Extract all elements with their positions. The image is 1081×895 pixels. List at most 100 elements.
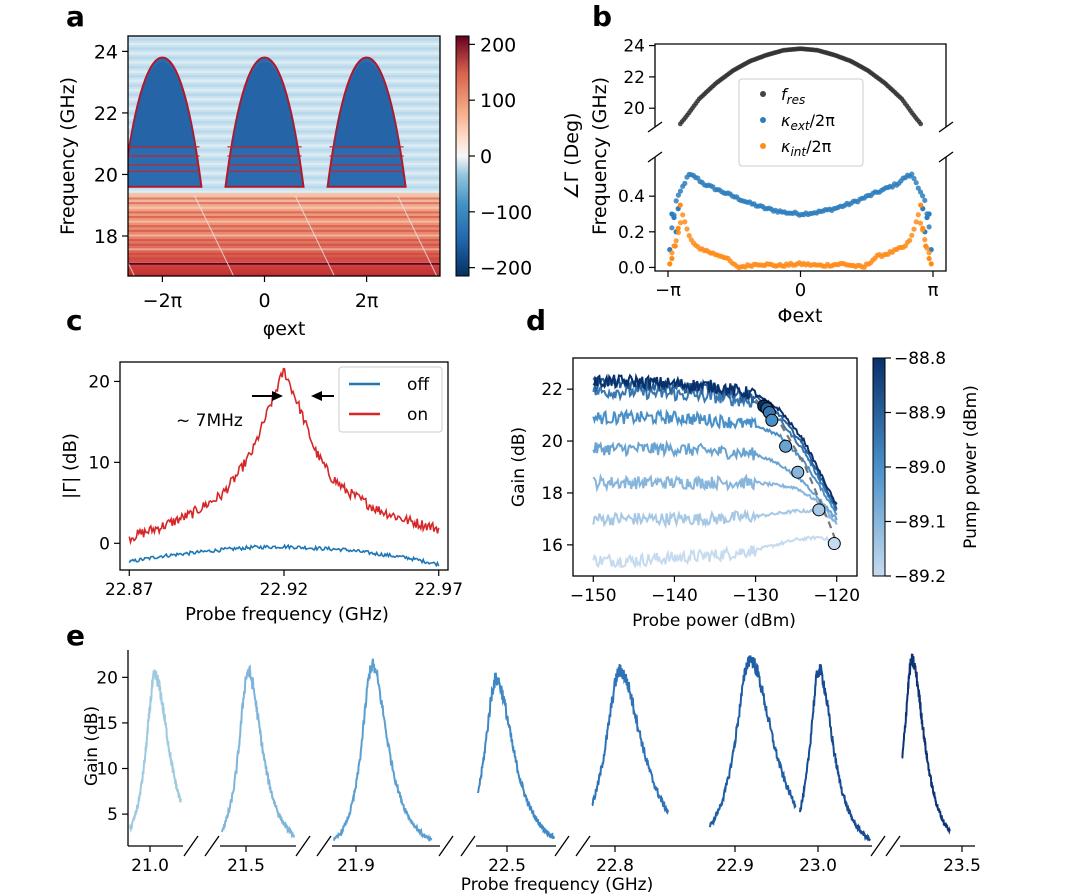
compression-point-marker — [779, 439, 793, 453]
pump-colorbar-tick-label: −88.9 — [894, 404, 946, 424]
resonance-y-tick-label: 0.2 — [618, 223, 645, 243]
heatmap-stripe — [128, 65, 440, 69]
heatmap-stripe — [128, 56, 440, 60]
axis-break-mark — [885, 835, 901, 857]
panel-letter-b: b — [592, 0, 612, 33]
resonance-point-2 — [926, 250, 932, 256]
resonance-point-2 — [928, 261, 934, 267]
gain-spectrum-3 — [477, 672, 555, 840]
resonance-point-2 — [682, 219, 688, 225]
panel-a: −2π 0 2π 18 20 22 24 Frequency (GHz) φext 200 1… — [57, 34, 583, 340]
heatmap-stripe — [128, 70, 440, 73]
resonance-point-2 — [918, 202, 924, 208]
resonance-point-1 — [917, 189, 924, 195]
heatmap-band-stripe — [128, 206, 440, 209]
compression-point-marker — [827, 537, 841, 551]
panel-d: −150 −140 −130 −120 16 18 20 22 Gain (dB) Probe… — [509, 349, 981, 631]
resonance-y-label: Frequency (GHz) — [589, 77, 611, 235]
resonance-point-1 — [677, 188, 684, 194]
legend-marker-k_int — [760, 143, 766, 149]
resonance-point-2 — [677, 202, 683, 208]
gain-vs-power-x-label: Probe power (dBm) — [632, 611, 796, 631]
gain-spectra-y-tick-label: 20 — [96, 668, 118, 688]
heatmap-arch-core-0 — [129, 62, 196, 149]
gain-spectra-y-label: Gain (dB) — [82, 706, 102, 786]
gain-vs-power-x-tick-label: −130 — [732, 586, 779, 606]
gain-vs-power-y-tick-label: 16 — [541, 536, 563, 556]
reflection-x-label: Probe frequency (GHz) — [185, 604, 389, 625]
pump-colorbar — [872, 357, 886, 577]
heatmap-band-stripe — [128, 220, 440, 223]
heatmap-band-stripe — [128, 248, 440, 251]
resonance-point-1 — [922, 197, 928, 203]
axis-break-mark — [938, 121, 954, 133]
gain-spectra-x-tick-label: 22.9 — [716, 856, 754, 876]
gain-spectrum-2 — [333, 658, 433, 842]
resonance-legend: fres κext/2π κint/2π — [738, 78, 864, 167]
heatmap-band-stripe — [128, 271, 440, 274]
axis-break-mark — [295, 835, 311, 857]
heatmap-band-stripe — [128, 229, 440, 232]
resonance-point-2 — [926, 255, 932, 262]
gain-vs-power-x-tick-label: −140 — [651, 586, 698, 606]
reflection-line-off — [128, 543, 440, 568]
heatmap-frame — [127, 35, 441, 277]
resonance-point-2 — [686, 233, 692, 239]
resonance-axes: 20 22 24 0.0 0.2 0.4 −π 0 π — [618, 37, 954, 301]
colorbar-tick-label: 200 — [480, 34, 516, 56]
compression-point-marker — [812, 503, 826, 517]
panel-b: 20 22 24 0.0 0.2 0.4 −π 0 π Frequency (GHz) Φext… — [589, 37, 954, 327]
bandwidth-annotation: ~ 7MHz — [176, 391, 334, 431]
pump-colorbar-tick-label: −89.2 — [894, 567, 946, 587]
heatmap-stripe — [128, 38, 440, 41]
reflection-y-label: |Γ| (dB) — [60, 433, 81, 499]
gain-spectra-y-tick-label: 15 — [96, 714, 118, 734]
colorbar-tick-label: −200 — [480, 258, 532, 280]
gain-vs-power-y-tick-label: 18 — [541, 484, 563, 504]
resonance-x-tick-label: 0 — [795, 280, 806, 301]
resonance-point-2 — [684, 226, 690, 232]
legend-marker-k_ext — [760, 117, 766, 123]
panel-c: 22.87 22.92 22.97 0 10 20 |Γ| (dB) Probe freq… — [60, 361, 463, 625]
heatmap-stripe — [128, 75, 440, 78]
resonance-plot-area — [667, 46, 934, 271]
gain-spectrum-5 — [709, 655, 797, 828]
heatmap-x-label: φext — [263, 318, 306, 340]
resonance-y-tick-label: 24 — [623, 37, 645, 57]
resonance-point-2 — [680, 212, 686, 218]
heatmap-diagonal — [397, 195, 438, 276]
heatmap-stripe — [128, 79, 440, 83]
panel-letter-a: a — [66, 0, 85, 33]
resonance-point-2 — [915, 212, 921, 218]
axis-break-mark — [554, 835, 570, 857]
gain-vs-power-y-label: Gain (dB) — [509, 427, 529, 507]
resonance-point-2 — [907, 237, 913, 243]
panel-letter-d: d — [526, 304, 546, 337]
axis-break-mark — [938, 151, 954, 163]
heatmap-y-tick-label: 20 — [94, 164, 118, 186]
gain-spectra-x-tick-label: 21.5 — [227, 856, 265, 876]
pump-colorbar-tick-label: −89.0 — [894, 458, 946, 478]
resonance-point-2 — [667, 261, 673, 267]
resonance-point-2 — [675, 225, 681, 231]
reflection-axes: 22.87 22.92 22.97 0 10 20 — [88, 372, 463, 600]
reflection-plot-area — [128, 367, 440, 568]
gain-spectra-plot-area — [129, 653, 951, 842]
resonance-point-2 — [673, 238, 679, 244]
heatmap-colorbar — [455, 35, 470, 277]
heatmap-y-label: Frequency (GHz) — [57, 77, 79, 235]
resonance-point-1 — [669, 225, 675, 231]
resonance-point-1 — [675, 192, 682, 198]
resonance-y-tick-label: 20 — [623, 99, 645, 119]
resonance-point-2 — [672, 243, 678, 249]
resonance-point-2 — [669, 250, 675, 256]
resonance-point-1 — [682, 180, 688, 186]
gain-curve — [592, 372, 838, 505]
resonance-point-2 — [923, 243, 929, 249]
heatmap-band-stripe — [128, 266, 440, 269]
gain-spectrum-0 — [129, 669, 182, 833]
gain-spectra-x-tick-label: 21.0 — [131, 856, 169, 876]
gain-vs-power-plot-area — [592, 372, 841, 570]
heatmap-y-tick-label: 24 — [94, 41, 118, 63]
